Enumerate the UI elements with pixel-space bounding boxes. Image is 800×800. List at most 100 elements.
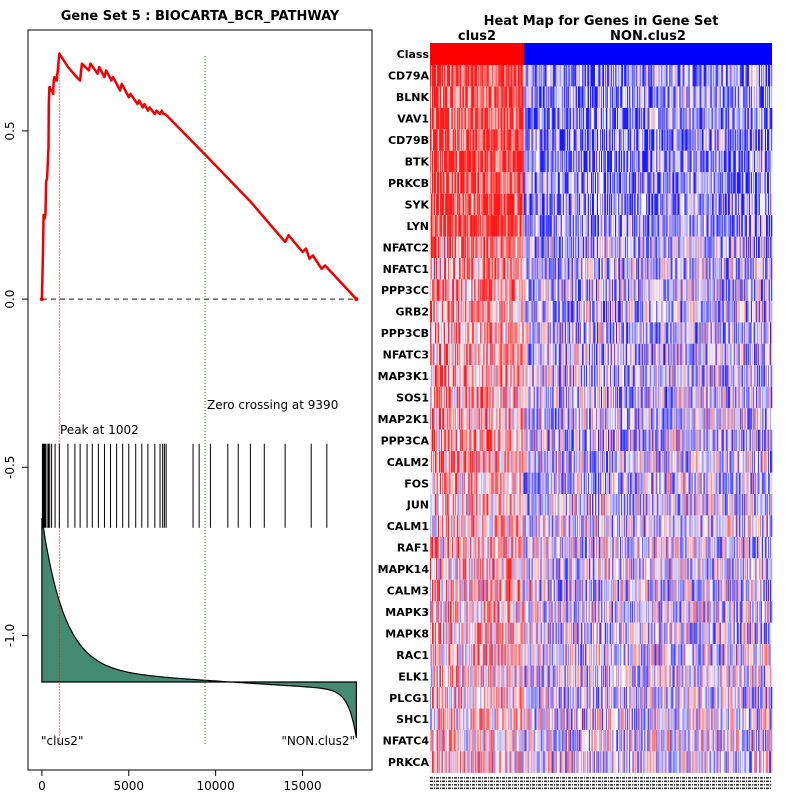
heatmap-cell [653,86,655,108]
heatmap-cell [468,65,470,87]
heatmap-cell [543,236,545,259]
heatmap-cell [484,65,486,87]
heatmap-cell [720,107,723,130]
heatmap-cell [555,65,558,87]
heatmap-cell [544,65,546,87]
heatmap-cell [586,65,589,87]
heatmap-cell [556,236,559,259]
heatmap-cell [684,86,686,108]
heatmap-cell [686,129,688,151]
heatmap-cell [499,86,501,108]
heatmap-cell [742,172,745,194]
heatmap-cell [521,236,523,259]
heatmap-cell [601,236,603,259]
heatmap-cell [632,86,634,108]
heatmap-cell [560,193,563,216]
heatmap-cell [545,65,547,87]
heatmap-cell [444,65,446,87]
heatmap-cell [448,236,450,259]
heatmap-cell [736,65,739,87]
heatmap-cell [544,86,546,108]
heatmap-cell [765,150,768,173]
heatmap-cell [633,65,635,87]
heatmap-cell [639,86,641,108]
heatmap-cell [541,150,543,173]
heatmap-cell [624,236,626,259]
heatmap-cell [535,86,537,108]
heatmap-cell [496,193,498,216]
heatmap-cell [602,172,604,194]
heatmap-cell [485,150,487,173]
heatmap-cell [523,172,525,194]
heatmap-cell [707,129,709,151]
heatmap-cell [756,172,759,194]
heatmap-cell [596,65,599,87]
heatmap-cell [735,107,738,130]
heatmap-cell [479,215,481,237]
heatmap-cell [668,86,670,108]
heatmap-cell [458,107,460,130]
heatmap-cell [687,65,689,87]
heatmap-cell [595,107,598,130]
heatmap-cell [638,236,640,259]
heatmap-cell [641,236,643,259]
heatmap-cell [621,107,623,130]
heatmap-cell [732,65,735,87]
heatmap-cell [450,129,452,151]
heatmap-cell [739,65,742,87]
heatmap-cell [529,65,531,87]
heatmap-cell [615,193,617,216]
heatmap-cell [440,86,442,108]
heatmap-cell [676,236,678,259]
heatmap-cell [529,107,531,130]
heatmap-cell [676,129,678,151]
heatmap-cell [687,86,689,108]
heatmap-cell [578,65,581,87]
heatmap-cell [706,172,708,194]
heatmap-cell [580,86,583,108]
heatmap-cell [721,107,724,130]
heatmap-cell [609,215,611,237]
heatmap-cell [562,236,565,259]
heatmap-cell [570,65,573,87]
heatmap-cell [465,65,467,87]
heatmap-cell [678,150,680,173]
heatmap-cell [636,65,638,87]
heatmap-cell [605,129,607,151]
heatmap-cell [577,172,580,194]
heatmap-cell [672,150,674,173]
heatmap-cell [499,172,501,194]
heatmap-cell [445,129,447,151]
heatmap-cell [633,150,635,173]
heatmap-cell [759,129,762,151]
heatmap-cell [715,65,717,87]
heatmap-cell [722,172,725,194]
heatmap-cell [689,65,691,87]
heatmap-cell [582,150,585,173]
heatmap-cell [443,215,445,237]
heatmap-cell [491,107,493,130]
heatmap-cell [540,150,542,173]
heatmap-cell [714,193,716,216]
heatmap-cell [763,215,766,237]
heatmap-cell [470,193,472,216]
heatmap-cell [521,107,523,130]
heatmap-cell [459,236,461,259]
heatmap-cell [621,193,623,216]
heatmap-cell [589,86,592,108]
heatmap-cell [500,129,502,151]
heatmap-cell [595,215,598,237]
heatmap-cell [609,129,611,151]
heatmap-cell [433,172,435,194]
heatmap-cell [430,129,432,151]
heatmap-cell [663,172,665,194]
heatmap-cell [704,129,706,151]
heatmap-cell [528,150,530,173]
enrichment-panel: Gene Set 5 : BIOCARTA_BCR_PATHWAY 0 5000 1… [3,9,373,793]
heatmap-cell [532,236,534,259]
heatmap-cell [609,86,611,108]
heatmap-cell [603,215,605,237]
heatmap-cell [622,107,624,130]
heatmap-cell [731,107,734,130]
heatmap-cell [745,172,748,194]
